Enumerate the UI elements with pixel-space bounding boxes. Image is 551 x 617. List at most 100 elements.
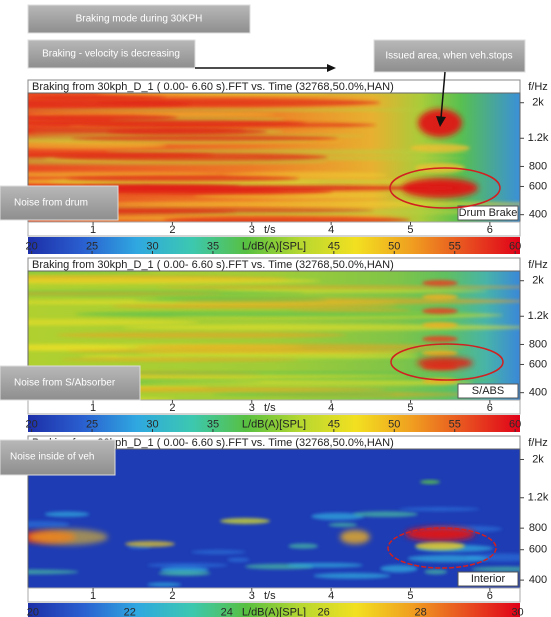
heat-blob [28, 529, 108, 545]
x-tick-label: 2 [169, 590, 175, 602]
colorbar-tick-label: 55 [449, 418, 461, 430]
heat-blob [422, 294, 458, 300]
x-axis-label: t/s [264, 402, 276, 414]
callout: Noise from drum [14, 198, 88, 209]
y-tick-label: 600 [529, 180, 547, 192]
heat-blob [75, 311, 482, 316]
colorbar-tick-label: 22 [124, 606, 136, 617]
heat-blob [227, 557, 249, 562]
x-tick-label: 3 [249, 590, 255, 602]
heat-blob [420, 480, 440, 484]
x-tick-label: 6 [487, 402, 493, 414]
heat-blob [5, 153, 214, 158]
heat-blob [111, 304, 398, 309]
heat-blob [71, 136, 338, 141]
heat-blob [288, 543, 318, 548]
heat-blob [410, 144, 470, 152]
heat-blob [399, 507, 480, 511]
heat-blob [157, 286, 551, 289]
heat-blob [45, 512, 90, 517]
callout: Issued area, when veh.stops [385, 51, 512, 62]
heat-blob [422, 308, 458, 314]
y-axis-label: f/Hz [528, 437, 548, 449]
x-tick-label: 6 [487, 590, 493, 602]
colorbar-tick-label: 30 [146, 418, 158, 430]
x-tick-label: 1 [90, 224, 96, 236]
heat-blob [417, 357, 473, 369]
y-tick-label: 600 [529, 544, 547, 556]
chart-title: Braking from 30kph_D_1 ( 0.00- 6.60 s).F… [32, 81, 394, 93]
colorbar-tick-label: 26 [318, 606, 330, 617]
heat-blob [147, 583, 181, 587]
x-tick-label: 5 [407, 590, 413, 602]
heat-blob [9, 521, 69, 528]
colorbar-label: L/dB(A)[SPL] [242, 418, 306, 430]
heat-blob [422, 280, 458, 286]
y-tick-label: 800 [529, 522, 547, 534]
colorbar-tick-label: 25 [86, 418, 98, 430]
colorbar-tick-label: 30 [146, 240, 158, 252]
heat-blob [61, 358, 300, 362]
y-axis-label: f/Hz [528, 259, 548, 271]
panels: Braking from 30kph_D_1 ( 0.00- 6.60 s).F… [0, 80, 551, 617]
colorbar-tick-label: 20 [26, 418, 38, 430]
colorbar-tick-label: 45 [328, 418, 340, 430]
y-tick-label: 1.2k [528, 310, 549, 322]
x-tick-label: 1 [90, 590, 96, 602]
colorbar-tick-label: 60 [509, 240, 521, 252]
page: Braking from 30kph_D_1 ( 0.00- 6.60 s).F… [0, 0, 551, 617]
x-tick-label: 2 [169, 224, 175, 236]
heat-blob [191, 550, 246, 554]
heat-blob [17, 114, 177, 121]
y-tick-label: 800 [529, 160, 547, 172]
x-tick-label: 1 [90, 402, 96, 414]
callout: Braking mode during 30KPH [76, 14, 203, 25]
colorbar-tick-label: 20 [27, 606, 39, 617]
heat-blob [328, 523, 357, 527]
colorbar-tick-label: 55 [449, 240, 461, 252]
colorbar-tick-label: 45 [328, 240, 340, 252]
heat-blob [422, 350, 458, 356]
y-tick-label: 800 [529, 338, 547, 350]
colorbar-tick-label: 35 [207, 240, 219, 252]
heat-blob [313, 573, 390, 579]
x-tick-label: 2 [169, 402, 175, 414]
heat-blob [123, 324, 532, 330]
x-tick-label: 4 [328, 402, 334, 414]
callout: Noise from S/Absorber [14, 378, 116, 389]
colorbar-tick-label: 60 [509, 418, 521, 430]
x-tick-label: 3 [249, 402, 255, 414]
colorbar-tick-label: 50 [388, 418, 400, 430]
colorbar-tick-label: 30 [511, 606, 523, 617]
colorbar-tick-label: 28 [415, 606, 427, 617]
colorbar-tick-label: 25 [86, 240, 98, 252]
y-tick-label: 1.2k [528, 132, 549, 144]
heat-blob [30, 96, 166, 100]
y-tick-label: 400 [529, 387, 547, 399]
y-tick-label: 2k [532, 275, 544, 287]
colorbar-label: L/dB(A)[SPL] [242, 240, 306, 252]
heat-blob [125, 541, 175, 547]
heat-blob [67, 175, 299, 181]
heat-blob [11, 108, 457, 111]
x-tick-label: 3 [249, 224, 255, 236]
callout: Braking - velocity is decreasing [42, 49, 180, 60]
arrow-head [327, 64, 336, 72]
heat-blob [380, 565, 417, 572]
colorbar-tick-label: 35 [207, 418, 219, 430]
colorbar-label: L/dB(A)[SPL] [242, 606, 306, 617]
x-tick-label: 4 [328, 224, 334, 236]
heat-blob [471, 567, 539, 572]
y-tick-label: 1.2k [528, 492, 549, 504]
x-axis-label: t/s [264, 224, 276, 236]
panel-label: Interior [471, 573, 506, 585]
heat-blob [422, 336, 458, 342]
panel-label: S/ABS [472, 385, 504, 397]
x-axis-label: t/s [264, 590, 276, 602]
y-axis-label: f/Hz [528, 81, 548, 93]
heat-blob [0, 128, 246, 134]
chart-title: Braking from 30kph_D_1 ( 0.00- 6.60 s).F… [32, 259, 394, 271]
heat-blob [66, 349, 430, 353]
y-tick-label: 2k [532, 453, 544, 465]
spectrogram-panel: Braking from 30kph_D_1 ( 0.00- 6.60 s).F… [0, 80, 551, 254]
